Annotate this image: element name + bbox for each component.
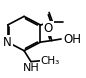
Text: O: O	[44, 22, 53, 35]
Text: NH: NH	[23, 63, 39, 73]
Text: OH: OH	[64, 33, 82, 45]
Text: CH₃: CH₃	[40, 56, 60, 66]
Text: N: N	[3, 36, 12, 49]
